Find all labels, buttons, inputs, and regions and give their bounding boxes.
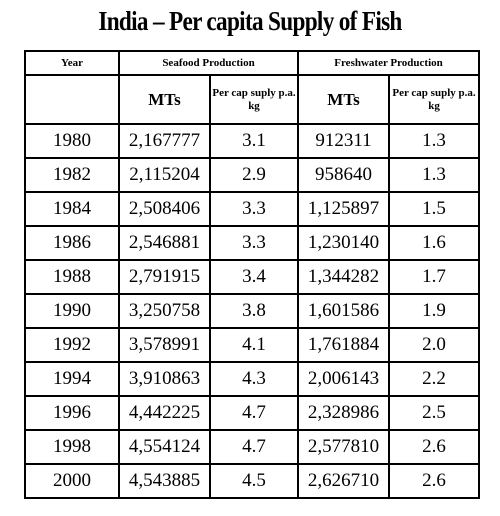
table-row: 1984 2,508406 3.3 1,125897 1.5 — [24, 191, 481, 227]
seafood-mts-cell: 2,508406 — [118, 191, 211, 227]
seafood-mts-cell: 3,910863 — [118, 361, 211, 397]
freshwater-group-header: Freshwater Production — [297, 50, 481, 76]
sub-header-row: MTs Per cap suply p.a. kg MTs Per cap su… — [24, 74, 481, 125]
fresh-mts-cell: 2,626710 — [297, 463, 391, 499]
seafood-mts-cell: 3,250758 — [118, 293, 211, 329]
year-header: Year — [24, 50, 120, 76]
year-cell: 1994 — [24, 361, 120, 397]
fresh-percap-header: Per cap suply p.a. kg — [388, 74, 481, 125]
fresh-percap-cell: 1.9 — [388, 293, 481, 329]
year-cell: 1980 — [24, 123, 120, 159]
year-cell: 2000 — [24, 463, 120, 499]
seafood-percap-cell: 3.8 — [208, 293, 300, 329]
seafood-percap-cell: 4.7 — [208, 429, 300, 465]
seafood-percap-cell: 4.5 — [208, 463, 300, 499]
fresh-mts-header: MTs — [297, 74, 391, 125]
year-cell: 1986 — [24, 225, 120, 261]
fresh-mts-cell: 1,230140 — [297, 225, 391, 261]
seafood-percap-header: Per cap suply p.a. kg — [208, 74, 300, 125]
seafood-mts-cell: 3,578991 — [118, 327, 211, 363]
fresh-mts-label: MTs — [327, 89, 360, 109]
year-cell: 1998 — [24, 429, 120, 465]
seafood-mts-label: MTs — [148, 89, 181, 109]
fresh-mts-cell: 2,328986 — [297, 395, 391, 431]
fresh-percap-cell: 2.2 — [388, 361, 481, 397]
fresh-percap-cell: 2.0 — [388, 327, 481, 363]
seafood-mts-cell: 2,167777 — [118, 123, 211, 159]
seafood-percap-label: Per cap suply p.a. kg — [212, 86, 296, 112]
table-body: 1980 2,167777 3.1 912311 1.3 1982 2,115204 2.9 9… — [24, 123, 481, 499]
seafood-mts-cell: 4,554124 — [118, 429, 211, 465]
seafood-percap-cell: 4.7 — [208, 395, 300, 431]
fresh-percap-cell: 1.5 — [388, 191, 481, 227]
year-cell: 1988 — [24, 259, 120, 295]
year-cell: 1982 — [24, 157, 120, 193]
table-row: 1992 3,578991 4.1 1,761884 2.0 — [24, 327, 481, 363]
seafood-percap-cell: 3.4 — [208, 259, 300, 295]
seafood-mts-cell: 2,115204 — [118, 157, 211, 193]
seafood-mts-cell: 2,546881 — [118, 225, 211, 261]
fresh-mts-cell: 958640 — [297, 157, 391, 193]
table-row: 1988 2,791915 3.4 1,344282 1.7 — [24, 259, 481, 295]
page-title: India – Per capita Supply of Fish — [98, 6, 402, 36]
year-cell: 1984 — [24, 191, 120, 227]
fresh-mts-cell: 912311 — [297, 123, 391, 159]
fresh-percap-cell: 2.5 — [388, 395, 481, 431]
fresh-mts-cell: 1,125897 — [297, 191, 391, 227]
table-row: 1980 2,167777 3.1 912311 1.3 — [24, 123, 481, 159]
table-row: 1996 4,442225 4.7 2,328986 2.5 — [24, 395, 481, 431]
fresh-percap-cell: 1.7 — [388, 259, 481, 295]
seafood-mts-cell: 4,543885 — [118, 463, 211, 499]
seafood-mts-cell: 4,442225 — [118, 395, 211, 431]
fresh-percap-cell: 1.6 — [388, 225, 481, 261]
year-cell: 1996 — [24, 395, 120, 431]
fresh-percap-cell: 1.3 — [388, 123, 481, 159]
year-cell: 1992 — [24, 327, 120, 363]
fresh-percap-cell: 2.6 — [388, 463, 481, 499]
seafood-percap-cell: 3.3 — [208, 191, 300, 227]
table-row: 1994 3,910863 4.3 2,006143 2.2 — [24, 361, 481, 397]
seafood-percap-cell: 4.1 — [208, 327, 300, 363]
table-row: 1990 3,250758 3.8 1,601586 1.9 — [24, 293, 481, 329]
year-cell: 1990 — [24, 293, 120, 329]
fresh-mts-cell: 1,761884 — [297, 327, 391, 363]
fresh-mts-cell: 2,577810 — [297, 429, 391, 465]
fresh-percap-cell: 2.6 — [388, 429, 481, 465]
fresh-mts-cell: 2,006143 — [297, 361, 391, 397]
seafood-percap-cell: 4.3 — [208, 361, 300, 397]
fresh-percap-label: Per cap suply p.a. kg — [392, 86, 476, 112]
table-row: 1998 4,554124 4.7 2,577810 2.6 — [24, 429, 481, 465]
seafood-mts-header: MTs — [118, 74, 211, 125]
table-row: 2000 4,543885 4.5 2,626710 2.6 — [24, 463, 481, 499]
table-row: 1982 2,115204 2.9 958640 1.3 — [24, 157, 481, 193]
table-row: 1986 2,546881 3.3 1,230140 1.6 — [24, 225, 481, 261]
seafood-percap-cell: 3.1 — [208, 123, 300, 159]
fish-supply-table: Year Seafood Production Freshwater Produ… — [24, 50, 481, 499]
fresh-mts-cell: 1,601586 — [297, 293, 391, 329]
fresh-mts-cell: 1,344282 — [297, 259, 391, 295]
seafood-percap-cell: 3.3 — [208, 225, 300, 261]
seafood-mts-cell: 2,791915 — [118, 259, 211, 295]
year-subheader-empty — [24, 74, 120, 125]
group-header-row: Year Seafood Production Freshwater Produ… — [24, 50, 481, 76]
seafood-percap-cell: 2.9 — [208, 157, 300, 193]
fresh-percap-cell: 1.3 — [388, 157, 481, 193]
seafood-group-header: Seafood Production — [117, 50, 300, 76]
